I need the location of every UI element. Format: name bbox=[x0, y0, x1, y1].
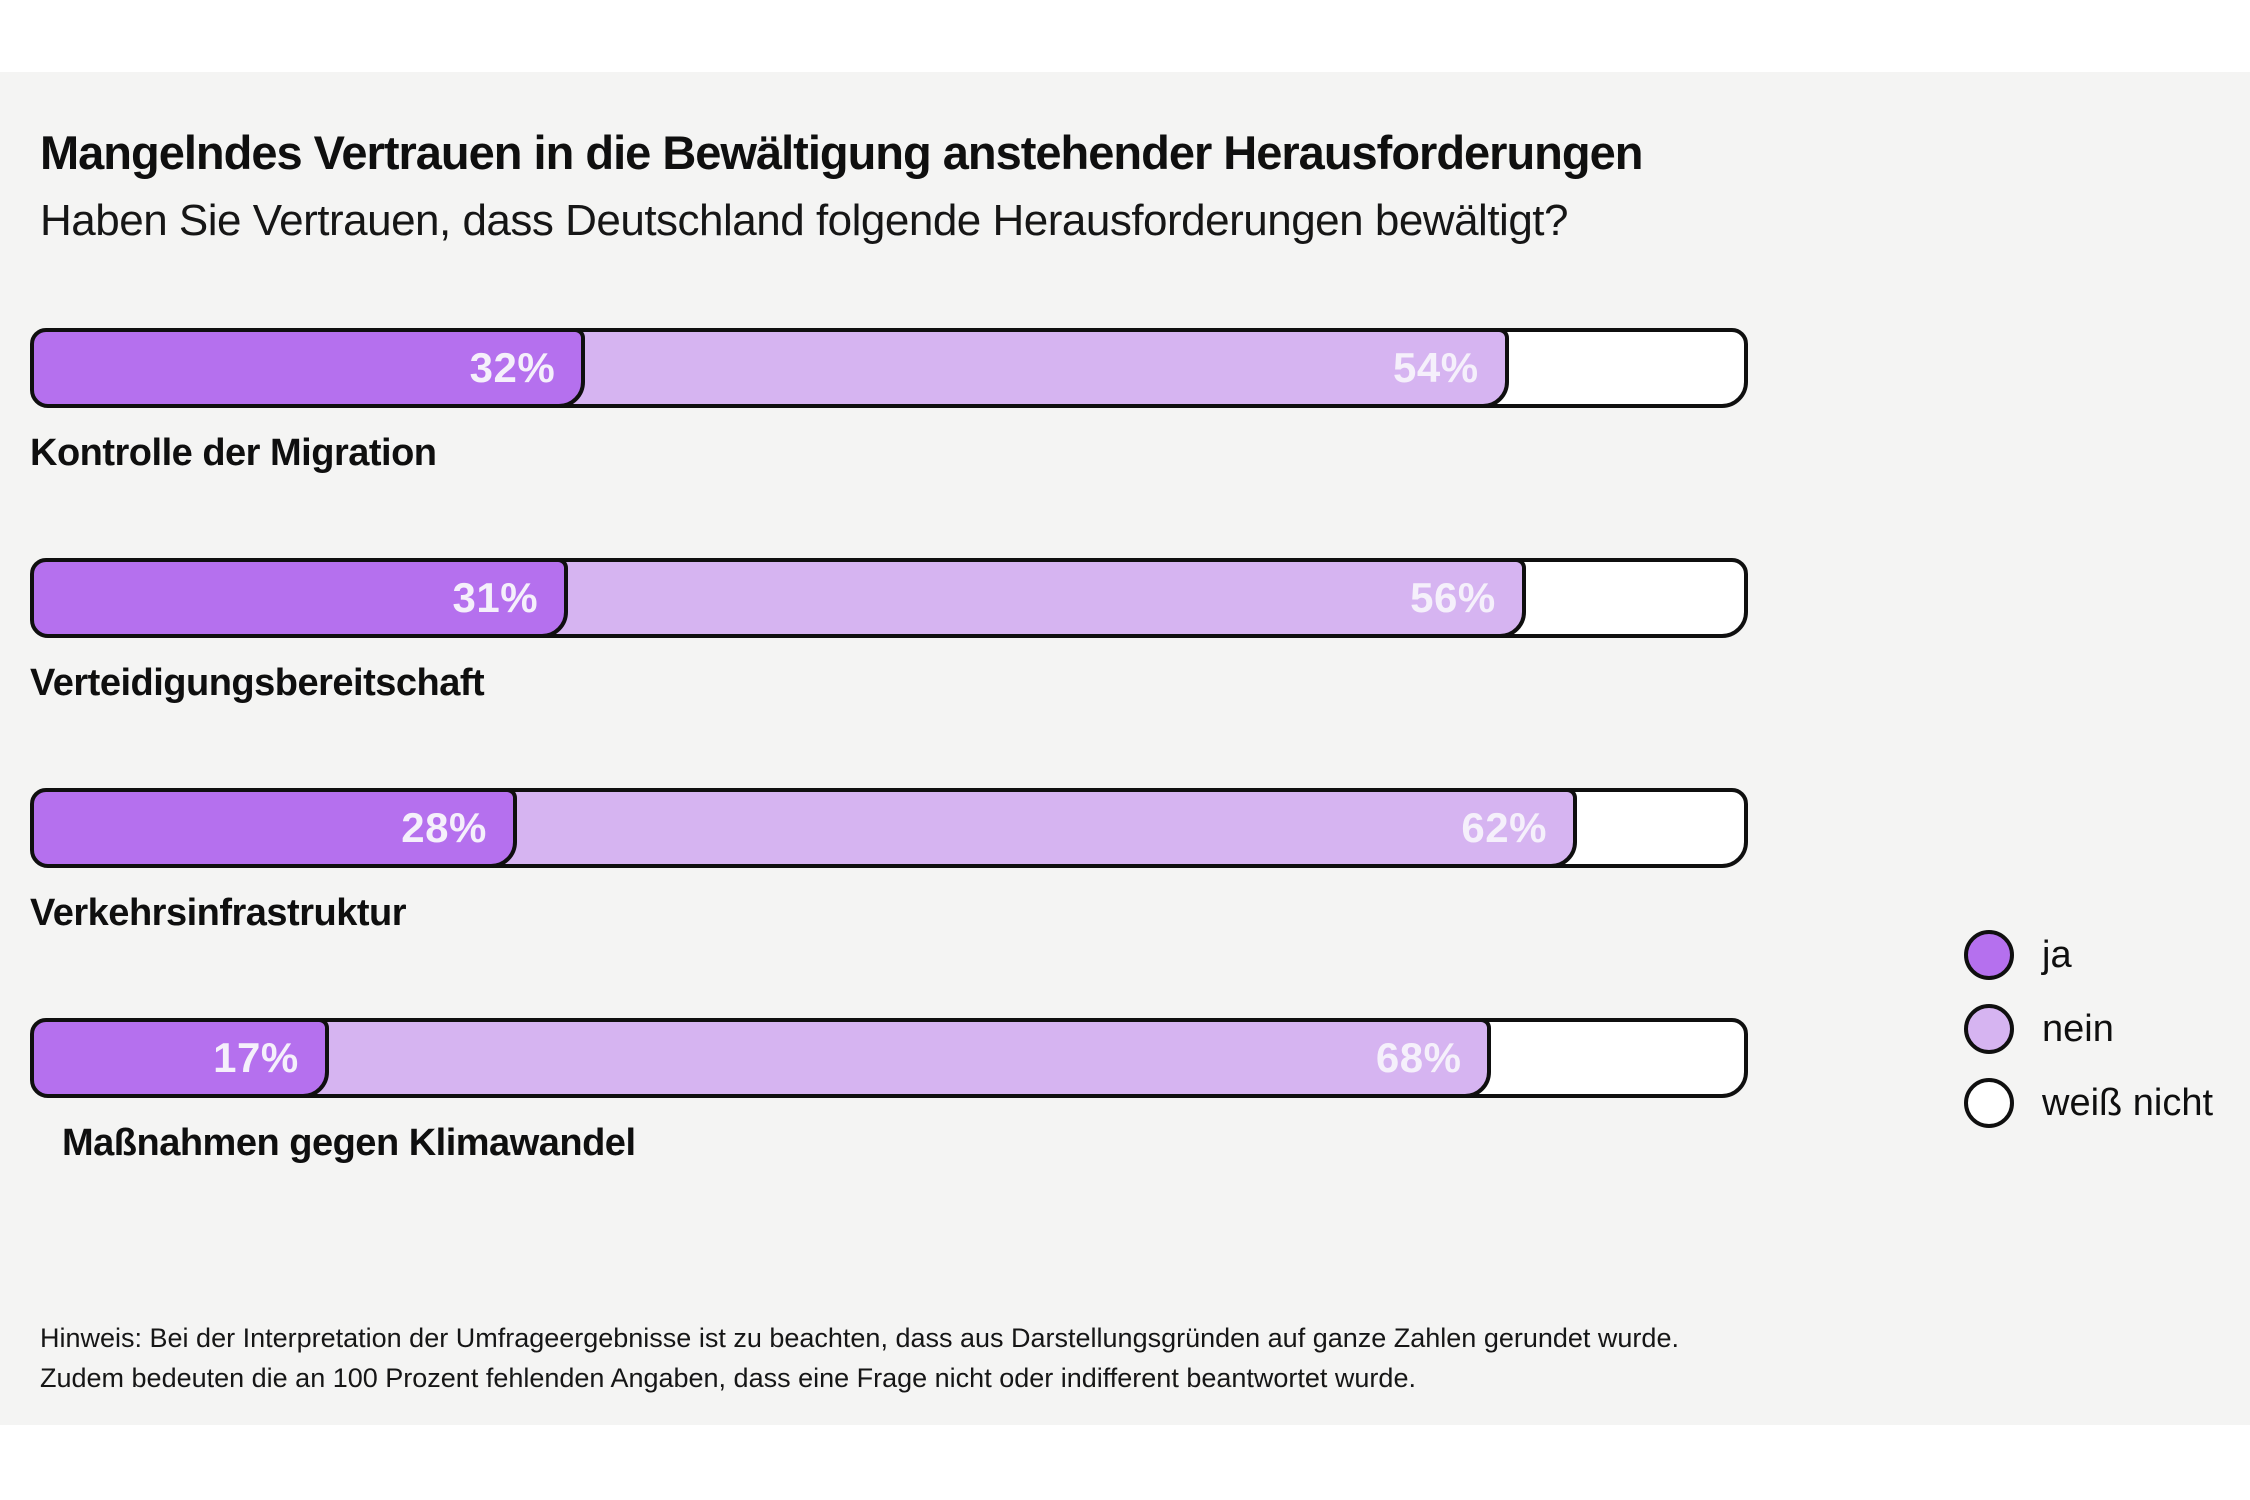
bar-segment-weiß-nicht bbox=[1476, 328, 1748, 408]
legend-swatch-icon bbox=[1964, 1004, 2014, 1054]
bar-segment-weiß-nicht bbox=[1545, 788, 1748, 868]
segment-value-label: 17% bbox=[213, 1034, 299, 1081]
footnote-line-2: Zudem bedeuten die an 100 Prozent fehlen… bbox=[40, 1363, 1416, 1393]
bar-row: 17% 68% Maßnahmen gegen Klimawandel bbox=[30, 1018, 1748, 1188]
legend-swatch-icon bbox=[1964, 1078, 2014, 1128]
chart-title: Mangelndes Vertrauen in die Bewältigung … bbox=[40, 126, 1643, 179]
category-label: Verkehrsinfrastruktur bbox=[30, 892, 407, 934]
bar-track: 32% 54% bbox=[30, 328, 1748, 408]
bar-segment-nein: 54% bbox=[553, 328, 1509, 408]
chart-subtitle: Haben Sie Vertrauen, dass Deutschland fo… bbox=[40, 196, 1568, 245]
legend-label: weiß nicht bbox=[2042, 1081, 2214, 1124]
legend-swatch-icon bbox=[1964, 930, 2014, 980]
bar-segment-weiß-nicht bbox=[1493, 558, 1748, 638]
bar-segment-ja: 17% bbox=[30, 1018, 329, 1098]
chart-legend: ja nein weiß nicht bbox=[1964, 926, 2213, 1132]
chart-panel bbox=[0, 72, 2250, 1425]
legend-label: nein bbox=[2042, 1007, 2114, 1050]
bar-row: 32% 54% Kontrolle der Migration bbox=[30, 328, 1748, 498]
bar-segment-weiß-nicht bbox=[1459, 1018, 1748, 1098]
segment-value-label: 54% bbox=[1393, 344, 1479, 391]
bar-segment-ja: 31% bbox=[30, 558, 569, 638]
segment-value-label: 68% bbox=[1375, 1034, 1462, 1081]
category-label: Maßnahmen gegen Klimawandel bbox=[62, 1122, 636, 1164]
segment-value-label: 28% bbox=[401, 804, 487, 851]
category-label: Verteidigungsbereitschaft bbox=[30, 662, 485, 704]
bar-segment-nein: 56% bbox=[536, 558, 1526, 638]
footnote-line-1: Hinweis: Bei der Interpretation der Umfr… bbox=[40, 1323, 1679, 1353]
segment-value-label: 56% bbox=[1410, 574, 1496, 621]
bar-row: 28% 62% Verkehrsinfrastruktur bbox=[30, 788, 1748, 958]
legend-label: ja bbox=[2042, 933, 2072, 976]
legend-item: nein bbox=[1964, 1000, 2213, 1058]
bar-track: 31% 56% bbox=[30, 558, 1748, 638]
footnote: Hinweis: Bei der Interpretation der Umfr… bbox=[40, 1318, 1679, 1398]
category-label: Kontrolle der Migration bbox=[30, 432, 437, 474]
bar-track: 28% 62% bbox=[30, 788, 1748, 868]
legend-item: ja bbox=[1964, 926, 2213, 984]
bar-track: 17% 68% bbox=[30, 1018, 1748, 1098]
bar-segment-nein: 62% bbox=[484, 788, 1577, 868]
legend-item: weiß nicht bbox=[1964, 1074, 2213, 1132]
bar-row: 31% 56% Verteidigungsbereitschaft bbox=[30, 558, 1748, 728]
segment-value-label: 31% bbox=[452, 574, 539, 621]
bar-segment-ja: 28% bbox=[30, 788, 517, 868]
segment-value-label: 32% bbox=[469, 344, 556, 391]
bar-segment-ja: 32% bbox=[30, 328, 586, 408]
bar-segment-nein: 68% bbox=[296, 1018, 1492, 1098]
segment-value-label: 62% bbox=[1461, 804, 1547, 851]
